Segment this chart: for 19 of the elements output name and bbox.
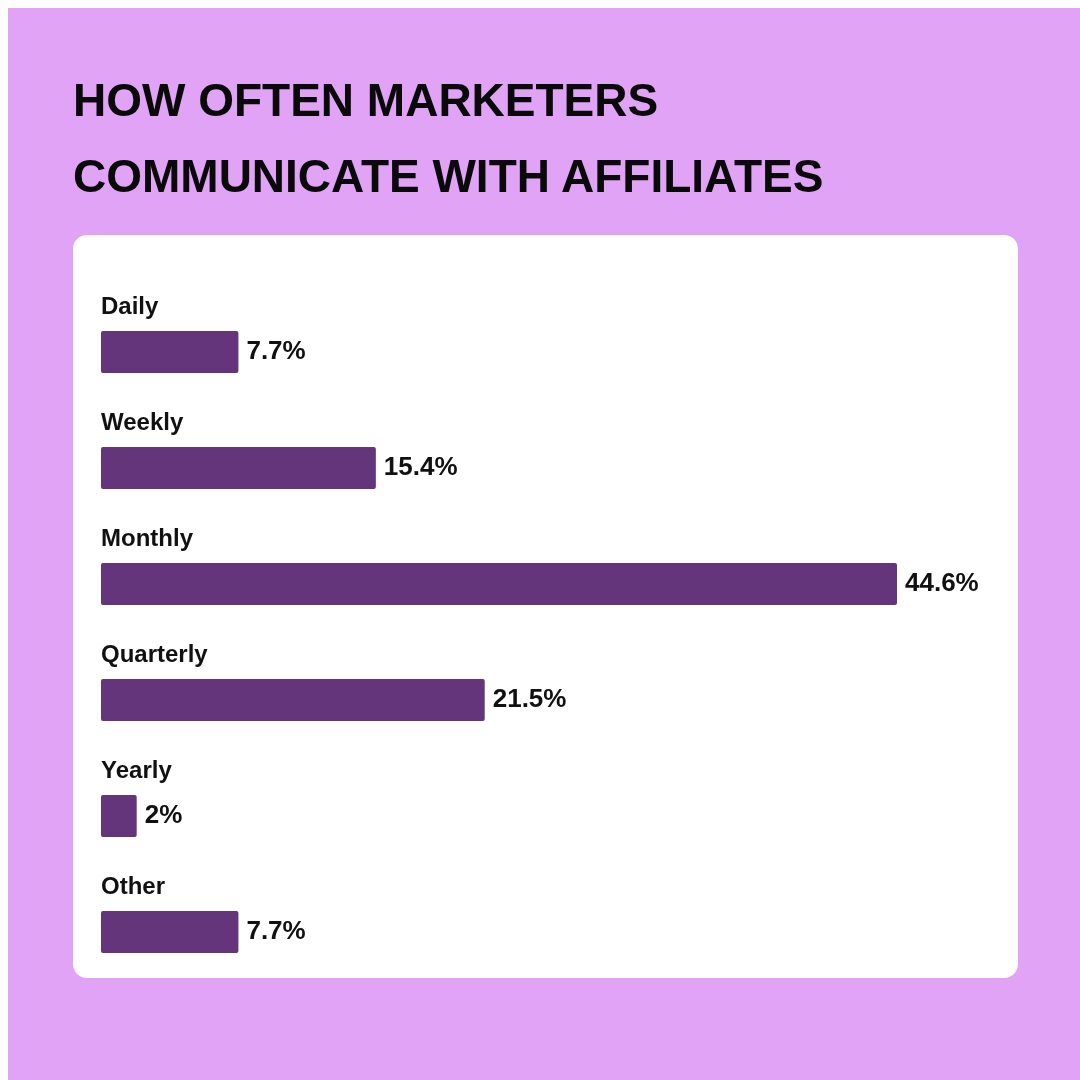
bar [101, 911, 239, 953]
data-label: 44.6% [905, 566, 979, 597]
y-tick-label: Yearly [101, 756, 173, 784]
chart-title: HOW OFTEN MARKETERS COMMUNICATE WITH AFFILIATES [73, 74, 824, 202]
y-tick-label: Quarterly [101, 640, 209, 668]
bar [101, 795, 137, 837]
y-tick-label: Monthly [101, 524, 194, 552]
data-label: 15.4% [383, 450, 458, 481]
data-label: 2% [144, 798, 183, 829]
y-tick-label: Other [101, 872, 166, 900]
data-label: 21.5% [492, 682, 567, 713]
data-label: 7.7% [246, 334, 306, 365]
y-tick-label: Weekly [101, 408, 184, 436]
bar [101, 563, 897, 605]
y-tick-label: Daily [101, 292, 160, 320]
bar [101, 331, 239, 373]
bar [101, 679, 485, 721]
bar [101, 447, 376, 489]
data-label: 7.7% [246, 914, 306, 945]
